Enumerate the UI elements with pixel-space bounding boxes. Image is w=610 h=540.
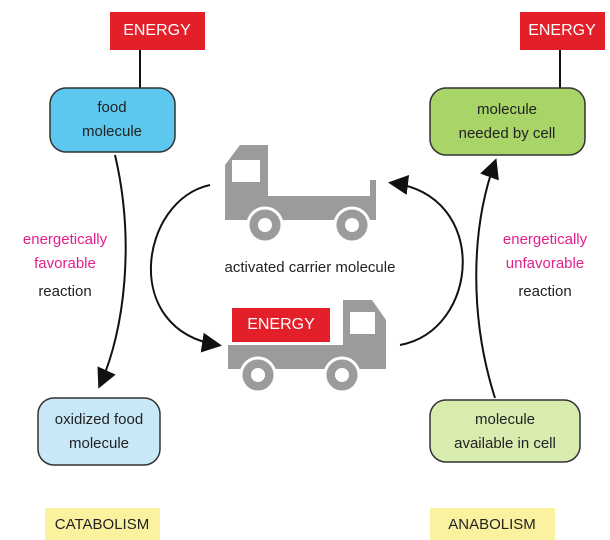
label: oxidized food — [55, 411, 143, 428]
label: reaction — [38, 283, 91, 300]
label: activated carrier molecule — [225, 259, 396, 276]
label: energetically — [23, 231, 108, 248]
anabolism-box — [430, 508, 555, 540]
arrow — [475, 158, 499, 399]
label: molecule — [475, 411, 535, 428]
label: energetically — [503, 231, 588, 248]
label: needed by cell — [459, 125, 556, 142]
energy-box — [110, 12, 205, 50]
energy-label: ENERGY — [247, 316, 315, 333]
label: reaction — [518, 283, 571, 300]
available-box — [429, 399, 581, 463]
oxidized-box — [37, 397, 161, 466]
label: molecule — [82, 123, 142, 140]
label: CATABOLISM — [55, 516, 149, 533]
label: unfavorable — [506, 255, 584, 272]
label: ANABOLISM — [448, 516, 536, 533]
catabolism-box — [45, 508, 160, 540]
truck — [225, 145, 376, 244]
energy-label: ENERGY — [123, 22, 191, 39]
needed-box — [429, 87, 586, 156]
energy-label: ENERGY — [528, 22, 596, 39]
label: available in cell — [454, 435, 556, 452]
label: food — [97, 99, 126, 116]
label: molecule — [69, 435, 129, 452]
truck — [228, 300, 386, 394]
label: molecule — [477, 101, 537, 118]
energy-box — [232, 308, 330, 342]
arrow — [97, 154, 127, 389]
label: favorable — [34, 255, 96, 272]
food-molecule-box — [49, 87, 176, 153]
arrow — [150, 184, 222, 353]
energy-box — [520, 12, 605, 50]
arrow — [388, 175, 464, 346]
